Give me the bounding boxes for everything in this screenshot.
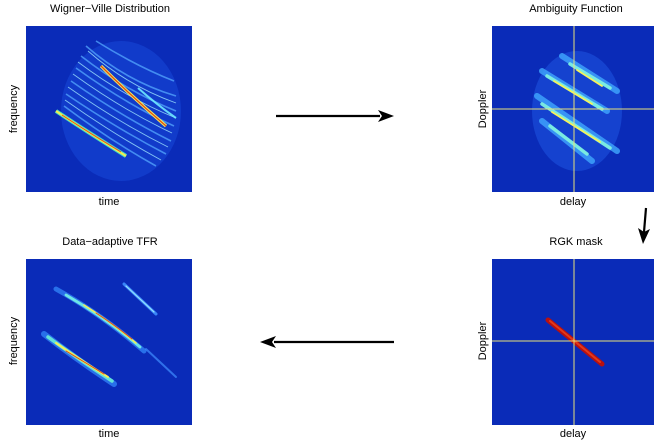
wvd-plot [26, 26, 192, 192]
wvd-ylabel: frequency [8, 84, 20, 134]
tfr-plot [26, 259, 192, 425]
arrow-wvd-to-af [276, 110, 394, 122]
af-xlabel: delay [559, 196, 587, 208]
wvd-title: Wigner−Ville Distribution [50, 3, 170, 15]
tfr-xlabel: time [98, 428, 120, 440]
arrow-af-to-rgk [638, 207, 650, 244]
rgk-title: RGK mask [549, 236, 603, 248]
wvd-image [54, 40, 181, 181]
af-image [532, 51, 622, 171]
rgk-xlabel: delay [559, 428, 587, 440]
tfr-title: Data−adaptive TFR [62, 236, 158, 248]
wvd-xlabel: time [98, 196, 120, 208]
arrow-rgk-to-tfr [260, 336, 394, 348]
tfr-image [41, 282, 177, 387]
af-ylabel: Doppler [477, 89, 489, 129]
af-title: Ambiguity Function [529, 3, 623, 15]
rgk-ylabel: Doppler [477, 321, 489, 361]
rgk-plot [492, 259, 654, 425]
af-plot [492, 26, 654, 192]
tfr-ylabel: frequency [8, 316, 20, 366]
